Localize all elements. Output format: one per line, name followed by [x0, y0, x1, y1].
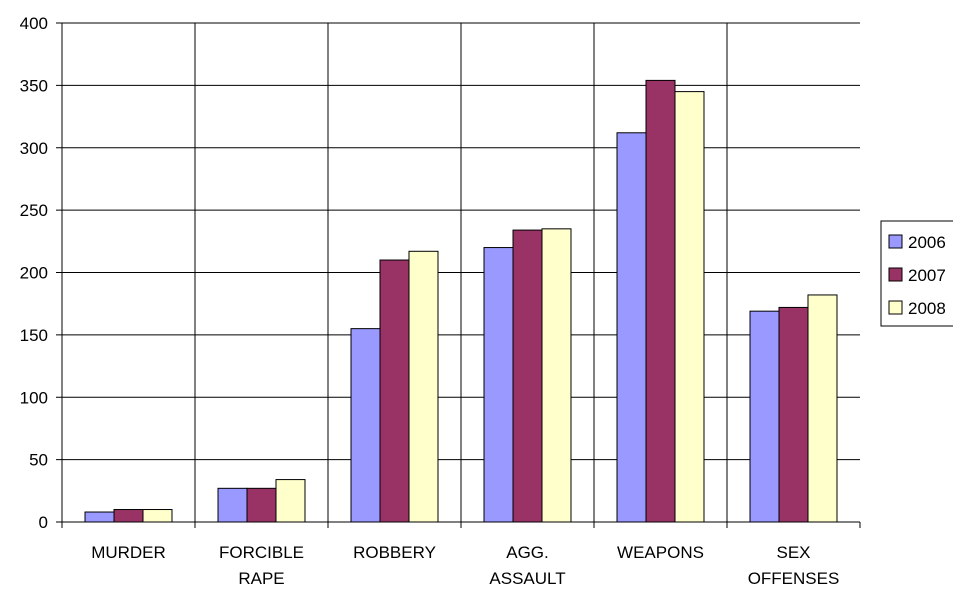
legend-label: 2006 [908, 233, 946, 252]
legend-swatch [888, 234, 903, 249]
legend: 2006 2007 2008 [880, 220, 953, 327]
x-tick-label: ROBBERY [353, 543, 436, 562]
y-tick-label: 250 [20, 201, 48, 220]
x-tick-label: RAPE [238, 569, 284, 588]
bar [645, 79, 676, 523]
legend-label: 2007 [908, 266, 946, 285]
x-tick-label: WEAPONS [617, 543, 704, 562]
y-tick-label: 300 [20, 139, 48, 158]
bar [674, 91, 705, 523]
bar [113, 509, 144, 523]
bar [483, 247, 514, 523]
bar [541, 228, 572, 523]
x-tick-label: OFFENSES [748, 569, 840, 588]
bar [350, 328, 381, 523]
x-tick-label: AGG. [506, 543, 549, 562]
legend-swatch [888, 267, 903, 282]
bar [778, 306, 809, 523]
legend-swatch [888, 300, 903, 315]
x-tick-label: ASSAULT [489, 569, 565, 588]
bars [84, 79, 838, 523]
bar [246, 487, 277, 523]
y-tick-label: 50 [29, 451, 48, 470]
bar [379, 259, 410, 523]
bar [408, 250, 439, 523]
y-tick-label: 350 [20, 76, 48, 95]
y-tick-label: 200 [20, 264, 48, 283]
legend-label: 2008 [908, 299, 946, 318]
bar [217, 487, 248, 523]
y-tick-label: 100 [20, 388, 48, 407]
x-tick-label: FORCIBLE [219, 543, 304, 562]
bar [749, 310, 780, 523]
y-tick-label: 400 [20, 14, 48, 33]
bar [84, 511, 115, 523]
x-tick-label: SEX [776, 543, 810, 562]
bar [807, 294, 838, 523]
bar [275, 479, 306, 523]
y-axis-ticks: 0 50 100 150 200 250 300 350 400 [20, 14, 62, 532]
bar [142, 509, 173, 523]
x-tick-label: MURDER [91, 543, 166, 562]
y-tick-label: 0 [39, 513, 48, 532]
x-axis-ticks: MURDER FORCIBLE RAPE ROBBERY AGG. ASSAULT WEAP… [61, 522, 861, 588]
bar [616, 132, 647, 523]
gridlines [62, 22, 860, 522]
y-tick-label: 150 [20, 326, 48, 345]
bar [512, 229, 543, 523]
